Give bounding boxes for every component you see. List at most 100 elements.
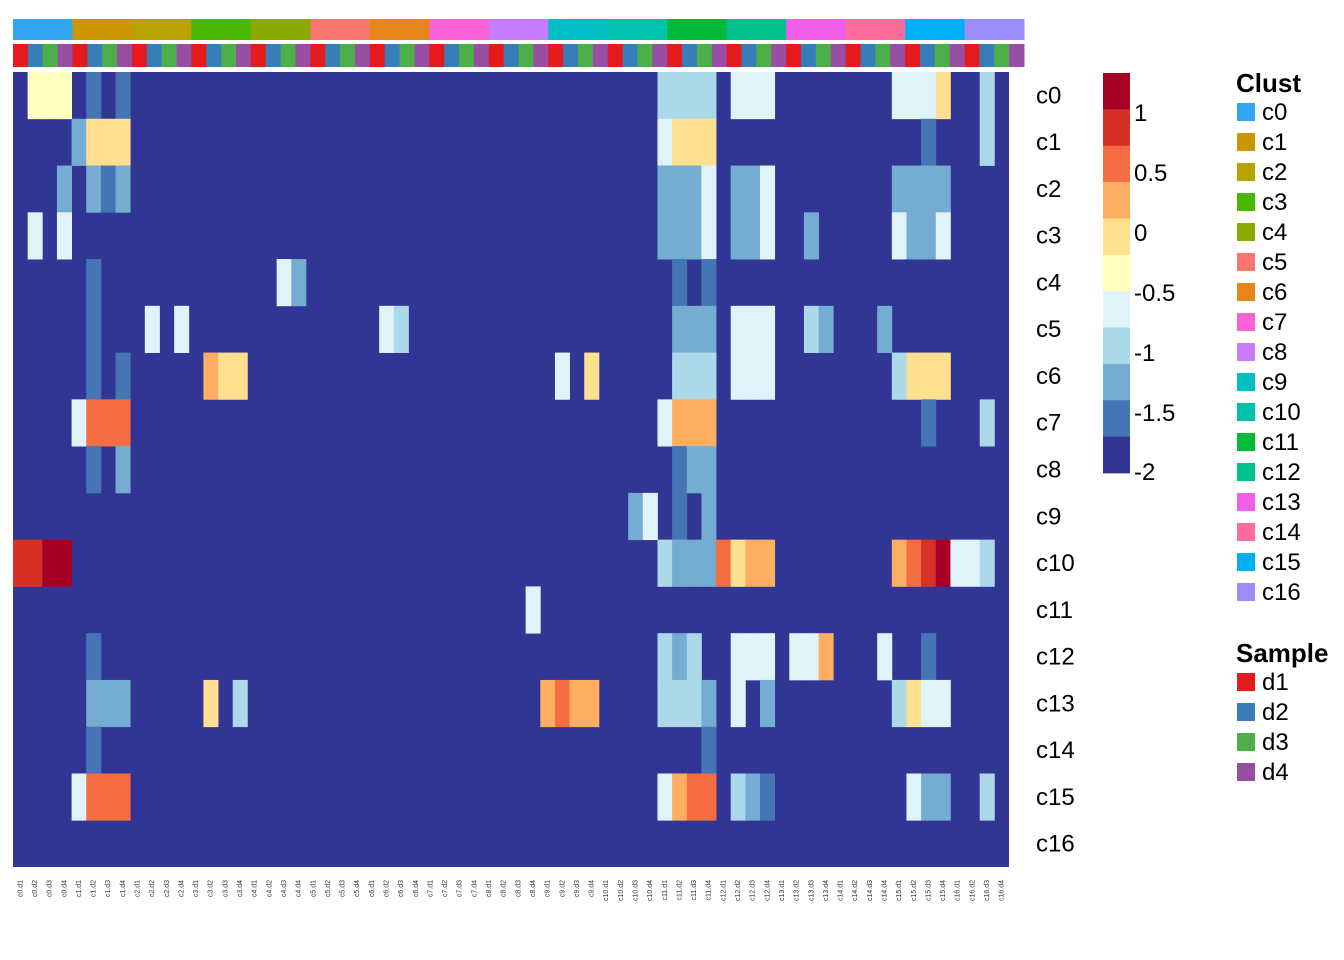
heatmap-cell bbox=[56, 165, 72, 213]
sample-bar-cell bbox=[27, 44, 44, 67]
column-label: c5.d4 bbox=[354, 880, 361, 897]
sample-legend-swatch bbox=[1237, 703, 1255, 721]
row-labels: c0 c1 c2 c3 c4 c5 c6 c7 c8 c9 c10 c11 c12 c13 c14 c15 c1… bbox=[1036, 82, 1075, 857]
heatmap-cell bbox=[818, 305, 834, 353]
cluster-bar-c0 bbox=[13, 19, 73, 40]
cluster-legend-label: c14 bbox=[1262, 519, 1301, 546]
sample-bar-cell bbox=[414, 44, 430, 67]
sample-bar-cell bbox=[325, 44, 341, 67]
cluster-legend-label: c9 bbox=[1262, 369, 1287, 396]
cluster-legend-swatch bbox=[1237, 433, 1255, 451]
cluster-legend-label: c1 bbox=[1262, 129, 1287, 156]
heatmap-cell bbox=[730, 773, 746, 821]
heatmap-background bbox=[13, 72, 1009, 867]
heatmap-cell bbox=[115, 399, 131, 447]
colorbar-swatch bbox=[1103, 436, 1130, 474]
cluster-legend-swatch bbox=[1237, 163, 1255, 181]
heatmap-cell bbox=[100, 165, 116, 213]
sample-bar-cell bbox=[117, 44, 133, 67]
column-label: c1.d1 bbox=[76, 880, 83, 897]
sample-bar-cell bbox=[860, 44, 876, 67]
heatmap-cell bbox=[672, 633, 688, 681]
heatmap-cell bbox=[701, 305, 717, 353]
cluster-annotation-bar bbox=[13, 19, 1025, 40]
sample-bar-cell bbox=[369, 44, 386, 67]
heatmap-cell bbox=[672, 492, 688, 541]
sample-legend-swatch bbox=[1237, 763, 1255, 781]
heatmap-cell bbox=[686, 399, 702, 447]
heatmap-cell bbox=[921, 399, 937, 447]
heatmap-cell bbox=[174, 305, 190, 353]
sample-bar-cell bbox=[786, 44, 802, 67]
sample-legend-label: d1 bbox=[1262, 669, 1289, 696]
sample-bar-cell bbox=[637, 44, 653, 67]
heatmap-cell bbox=[71, 399, 87, 447]
cluster-legend-label: c4 bbox=[1262, 219, 1287, 246]
sample-bar-cell bbox=[176, 44, 192, 67]
heatmap-cell bbox=[906, 212, 922, 260]
heatmap-cell bbox=[657, 539, 673, 587]
sample-bar-cell bbox=[354, 44, 371, 67]
column-labels: c0.d1 c0.d2 c0.d3 c0.d4 c1.d1 c1.d2 c1.d3 c1.d4… bbox=[17, 880, 1005, 901]
column-label: c12.d2 bbox=[735, 880, 742, 901]
cluster-legend-swatch bbox=[1237, 133, 1255, 151]
heatmap-cell bbox=[730, 212, 746, 260]
heatmap-cell bbox=[86, 726, 102, 774]
row-label: c3 bbox=[1036, 223, 1061, 250]
heatmap-cell bbox=[672, 446, 688, 494]
heatmap-cell bbox=[701, 446, 717, 494]
column-label: c9.d4 bbox=[589, 880, 596, 897]
cluster-bar-c5 bbox=[310, 19, 371, 40]
heatmap-cell bbox=[921, 72, 937, 120]
row-label: c5 bbox=[1036, 316, 1061, 343]
heatmap-cell bbox=[232, 352, 248, 400]
sample-bar-cell bbox=[42, 44, 59, 67]
heatmap-cell bbox=[686, 539, 702, 587]
column-label: c14.d3 bbox=[867, 880, 874, 901]
cluster-legend-swatch bbox=[1237, 373, 1255, 391]
column-label: c16.d1 bbox=[955, 880, 962, 901]
sample-bar-cell bbox=[221, 44, 237, 67]
heatmap-cell bbox=[71, 773, 87, 821]
column-label: c3.d2 bbox=[208, 880, 215, 897]
sample-bar-cell bbox=[488, 44, 505, 67]
heatmap-cell bbox=[672, 773, 688, 821]
column-label: c13.d2 bbox=[794, 880, 801, 901]
heatmap-cell bbox=[686, 118, 702, 166]
heatmap-cell bbox=[657, 212, 673, 260]
heatmap-cell bbox=[628, 492, 644, 541]
sample-bar-cell bbox=[102, 44, 118, 67]
column-label: c10.d4 bbox=[647, 880, 654, 901]
colorbar-swatch bbox=[1103, 327, 1130, 365]
column-label: c15.d1 bbox=[896, 880, 903, 901]
colorbar-tick-label: -2 bbox=[1134, 459, 1155, 486]
cluster-bar-c14 bbox=[845, 19, 906, 40]
column-label: c3.d4 bbox=[237, 880, 244, 897]
column-label: c2.d1 bbox=[135, 880, 142, 897]
heatmap-cell bbox=[569, 679, 585, 728]
heatmap-cell bbox=[276, 259, 292, 307]
colorbar-tick-label: -0.5 bbox=[1134, 280, 1175, 307]
column-label: c14.d4 bbox=[882, 880, 889, 901]
colorbar-swatch bbox=[1103, 400, 1130, 438]
heatmap-cell bbox=[701, 352, 717, 400]
cluster-bar-c7 bbox=[429, 19, 490, 40]
row-label: c1 bbox=[1036, 129, 1061, 156]
heatmap-cell bbox=[803, 212, 819, 260]
sample-bar-cell bbox=[890, 44, 906, 67]
sample-bar-cell bbox=[280, 44, 296, 67]
heatmap-cell bbox=[803, 633, 819, 681]
heatmap-cell bbox=[760, 633, 776, 681]
sample-bar-cell bbox=[265, 44, 282, 67]
cluster-legend-swatch bbox=[1237, 193, 1255, 211]
heatmap-cell bbox=[745, 72, 761, 120]
heatmap-cell bbox=[56, 212, 72, 260]
heatmap-cell bbox=[745, 165, 761, 213]
heatmap-cell bbox=[701, 72, 717, 120]
heatmap-cell bbox=[745, 633, 761, 681]
heatmap-cell bbox=[935, 773, 951, 821]
heatmap-cell bbox=[921, 118, 937, 166]
heatmap-cell bbox=[13, 539, 29, 587]
cluster-legend-label: c2 bbox=[1262, 159, 1287, 186]
column-label: c5.d3 bbox=[340, 880, 347, 897]
